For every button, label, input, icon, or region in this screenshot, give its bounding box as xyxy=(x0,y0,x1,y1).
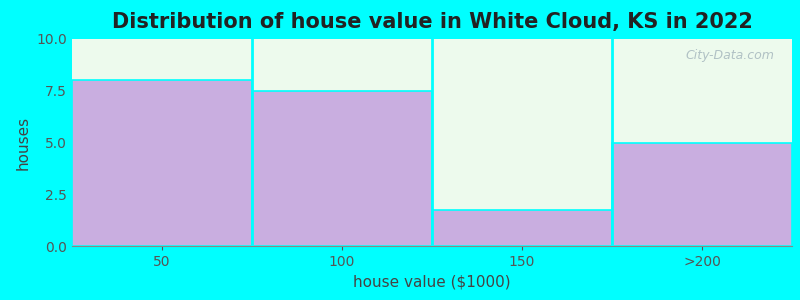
X-axis label: house value ($1000): house value ($1000) xyxy=(353,274,511,290)
Text: City-Data.com: City-Data.com xyxy=(685,49,774,62)
Title: Distribution of house value in White Cloud, KS in 2022: Distribution of house value in White Clo… xyxy=(111,12,753,32)
Y-axis label: houses: houses xyxy=(16,116,31,169)
Bar xyxy=(72,80,252,246)
Bar xyxy=(612,142,792,246)
Bar xyxy=(252,91,432,246)
Bar xyxy=(432,210,612,246)
